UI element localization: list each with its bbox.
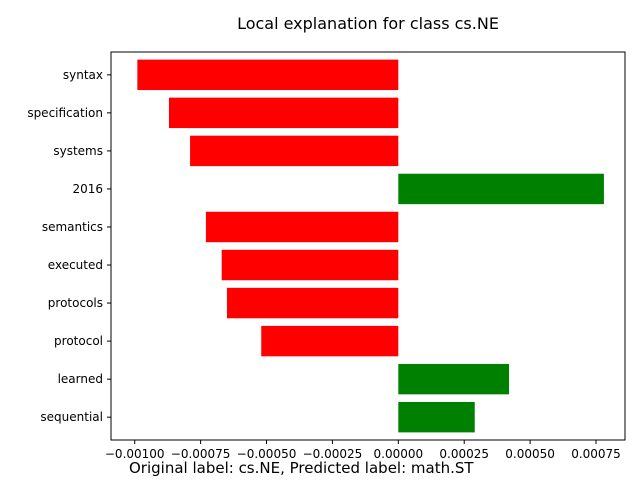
y-tick-label-semantics: semantics	[42, 220, 103, 234]
x-axis: −0.00100 −0.00075 −0.00050 −0.00025 0.00000 0…	[105, 440, 621, 461]
bar-systems	[190, 135, 399, 167]
y-tick-label-protocols: protocols	[48, 296, 103, 310]
bars-group	[137, 59, 604, 433]
bar-2016	[398, 173, 604, 205]
y-tick-label-2016: 2016	[72, 182, 103, 196]
bar-learned	[398, 363, 510, 395]
y-tick-label-protocol: protocol	[54, 334, 103, 348]
x-tick-label-4: 0.00000	[374, 447, 424, 461]
bar-sequential	[398, 401, 475, 433]
bar-specification	[168, 97, 399, 129]
x-tick-label-3: −0.00025	[303, 447, 363, 461]
x-tick-label-5: 0.00025	[439, 447, 489, 461]
x-tick-label-2: −0.00050	[237, 447, 297, 461]
bar-protocol	[261, 325, 399, 357]
label-footer: Original label: cs.NE, Predicted label: …	[129, 459, 474, 477]
y-tick-label-executed: executed	[48, 258, 103, 272]
bar-syntax	[137, 59, 399, 91]
bar-protocols	[226, 287, 399, 319]
bar-semantics	[205, 211, 399, 243]
y-tick-label-sequential: sequential	[40, 410, 103, 424]
y-axis: syntax specification systems 2016 semantics e…	[27, 68, 111, 424]
x-tick-label-7: 0.00075	[571, 447, 621, 461]
chart-title: Local explanation for class cs.NE	[237, 14, 499, 33]
x-tick-label-1: −0.00075	[171, 447, 231, 461]
y-tick-label-specification: specification	[27, 106, 103, 120]
x-tick-label-6: 0.00050	[505, 447, 555, 461]
x-tick-label-0: −0.00100	[105, 447, 165, 461]
plot-frame	[110, 51, 626, 441]
bar-executed	[221, 249, 399, 281]
y-tick-label-systems: systems	[53, 144, 103, 158]
y-tick-label-learned: learned	[58, 372, 103, 386]
y-tick-label-syntax: syntax	[63, 68, 103, 82]
